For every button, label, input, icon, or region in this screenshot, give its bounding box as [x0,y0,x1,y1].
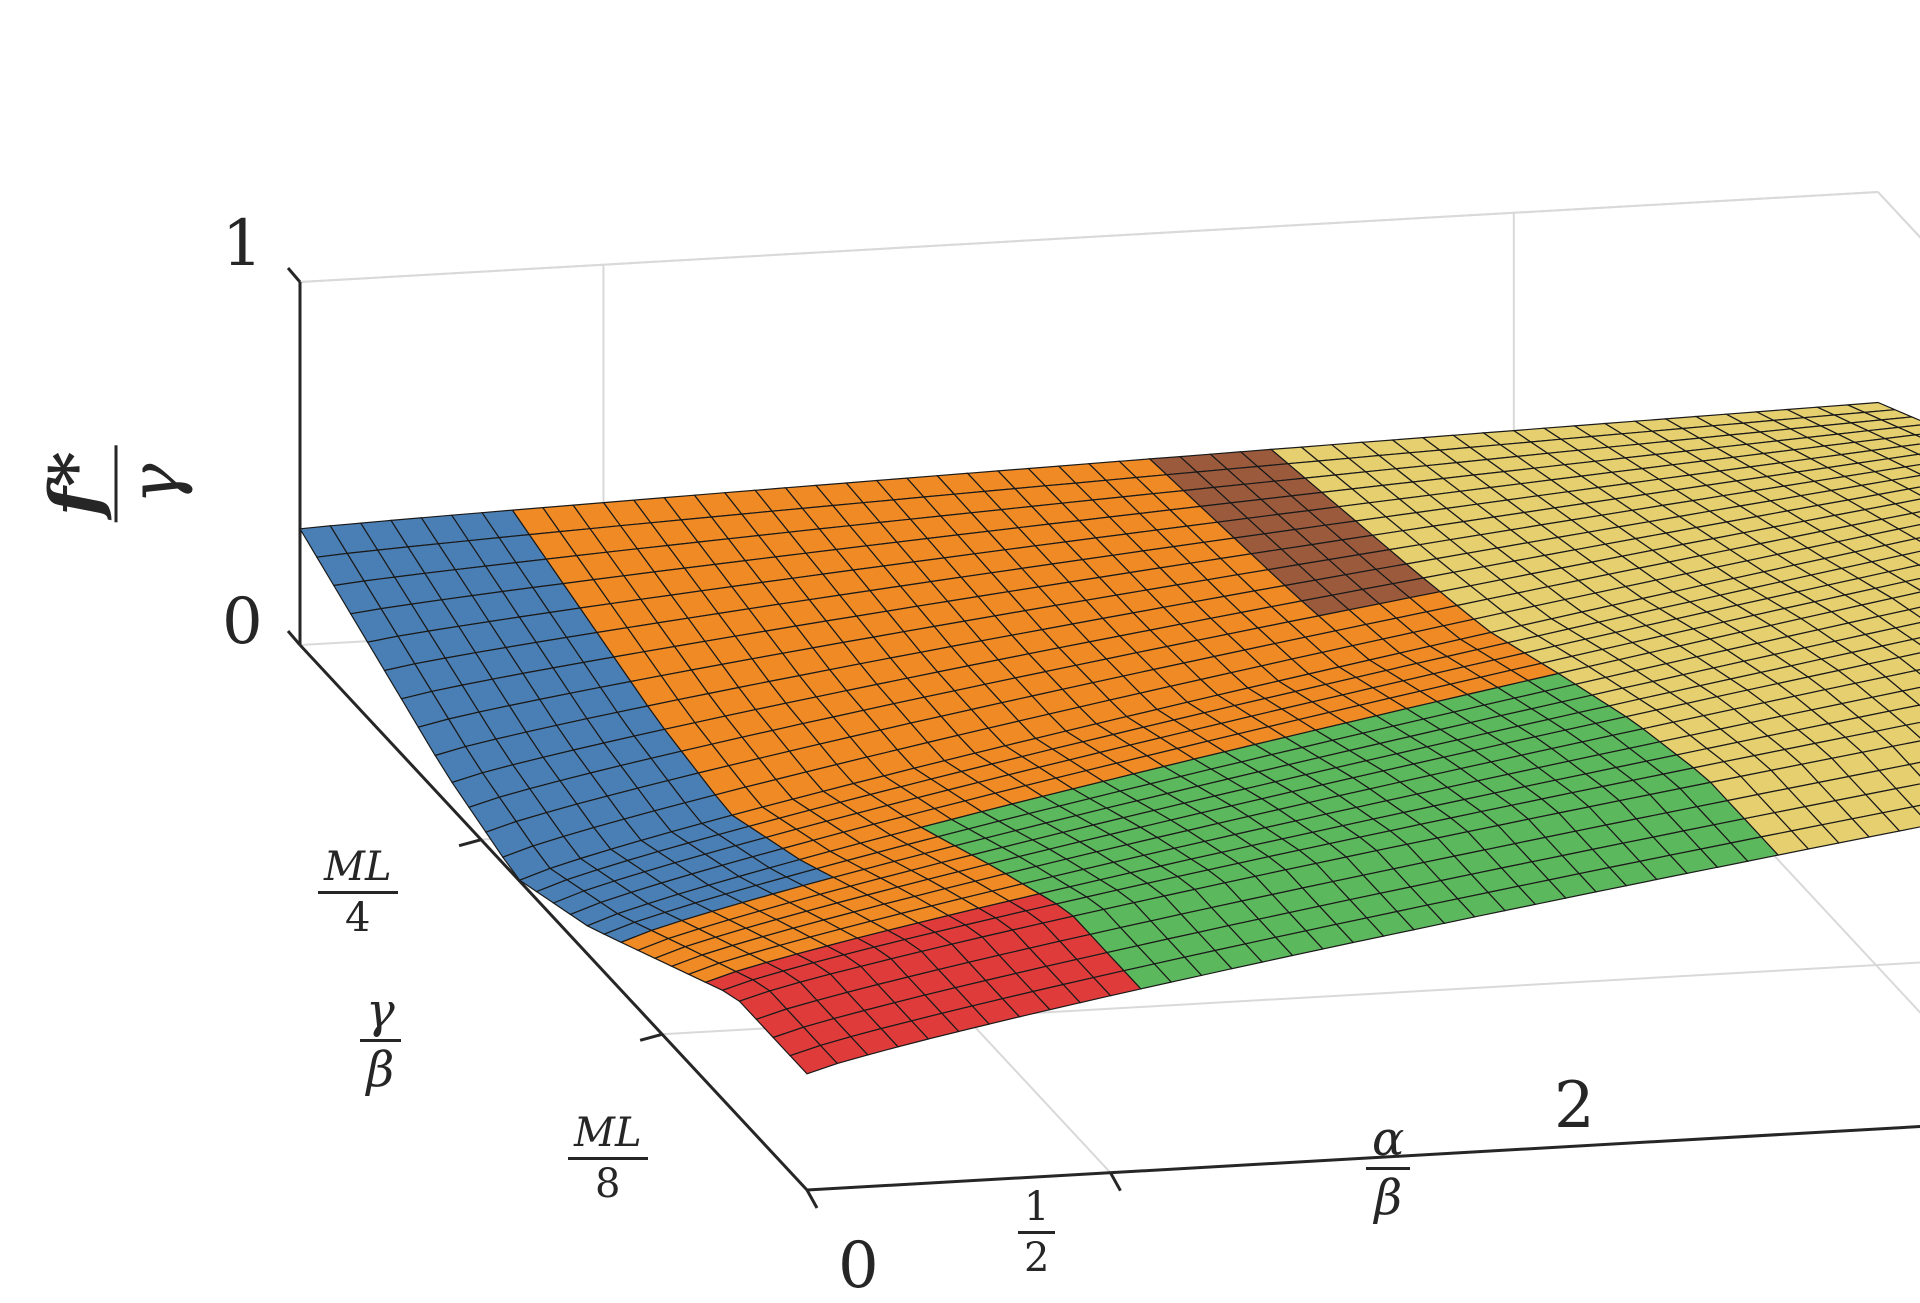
x-tick-half-bar [1018,1231,1055,1234]
x-tick-half-den: 2 [1018,1237,1055,1279]
x-tick-label-half: 1 2 [1018,1186,1055,1279]
x-axis-label-den: β [1368,1173,1408,1223]
x-axis-label: α β [1366,1114,1410,1224]
y-axis-label-den: β [360,1045,400,1095]
x-tick-label-2: 2 [1554,1074,1595,1138]
z-axis-label-den: γ [121,458,192,511]
x-tick-mark [807,1190,817,1208]
x-axis-label-num: α [1366,1114,1410,1164]
y-tick-ml8-num: ML [568,1112,648,1154]
y-axis-label-num: γ [360,986,401,1036]
y-tick-label-ml4: ML 4 [318,846,398,939]
grid-top-back [300,192,1878,282]
z-tick-mark [288,268,300,282]
x-axis-line [807,1100,1920,1190]
x-tick-half-num: 1 [1018,1186,1055,1228]
y-tick-ml4-num: ML [318,846,398,888]
y-tick-ml4-bar [318,891,398,894]
y-tick-ml4-den: 4 [339,897,376,939]
z-tick-label-1: 1 [222,212,263,276]
z-axis-label-num: f* [41,445,112,522]
surface-mesh [300,403,1920,1074]
y-tick-ml8-den: 8 [589,1163,626,1205]
y-axis-label: γ β [360,986,401,1096]
y-tick-label-ml8: ML 8 [568,1112,648,1205]
y-tick-mark [459,840,481,846]
z-tick-mark [288,631,300,645]
x-tick-mark [1110,1173,1120,1191]
y-tick-mark [640,1034,662,1040]
z-tick-label-0: 0 [222,590,263,654]
x-tick-label-0: 0 [838,1234,879,1298]
y-tick-ml8-bar [568,1157,648,1160]
z-axis-label: f* γ [41,445,193,522]
